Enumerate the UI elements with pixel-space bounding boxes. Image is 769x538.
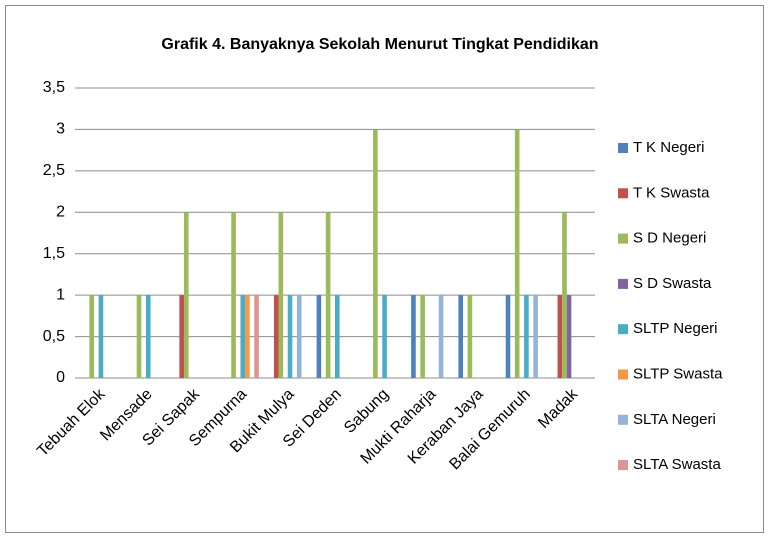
bar (273, 295, 279, 378)
y-tick-label: 3 (56, 121, 65, 138)
y-tick-label: 1 (56, 286, 65, 303)
legend-label: SLTP Negeri (633, 320, 718, 337)
bar (566, 295, 572, 378)
bar (240, 295, 246, 378)
y-tick-label: 1,5 (43, 245, 65, 262)
legend-label: T K Negeri (633, 139, 704, 156)
bar (438, 295, 444, 378)
legend-label: SLTP Swasta (633, 365, 723, 382)
legend-swatch (618, 324, 628, 335)
bar (335, 295, 340, 378)
legend-swatch (618, 233, 628, 244)
bar (467, 295, 473, 378)
y-tick-label: 0 (56, 369, 65, 386)
legend-swatch (618, 460, 628, 471)
bar (325, 212, 331, 378)
bar (287, 295, 293, 378)
bar (98, 295, 104, 378)
chart-title: Grafik 4. Banyaknya Sekolah Menurut Ting… (161, 36, 598, 53)
legend-label: SLTA Negeri (633, 411, 716, 428)
bar (557, 295, 563, 378)
legend-swatch (618, 188, 628, 199)
legend-swatch (618, 414, 628, 425)
y-tick-label: 2 (56, 204, 65, 221)
y-tick-label: 2,5 (43, 162, 65, 179)
bar (524, 295, 529, 378)
bar (183, 212, 189, 378)
bar (254, 295, 259, 378)
legend-swatch (618, 143, 628, 153)
bar (316, 295, 322, 378)
bar (89, 295, 95, 378)
legend-label: S D Negeri (633, 230, 706, 247)
bar (420, 295, 425, 378)
legend-label: T K Swasta (633, 184, 710, 201)
bar (533, 295, 538, 378)
legend-label: S D Swasta (633, 275, 712, 292)
bar (562, 212, 567, 378)
bar (145, 295, 151, 378)
bar (245, 295, 250, 378)
bar (411, 295, 416, 378)
bar (373, 129, 378, 378)
bar (458, 295, 464, 378)
bar (505, 295, 511, 378)
bar (382, 295, 387, 378)
legend-label: SLTA Swasta (633, 456, 721, 473)
y-tick-label: 3,5 (43, 79, 65, 96)
bar (296, 295, 302, 378)
legend-swatch (618, 369, 628, 380)
legend-swatch (618, 278, 628, 289)
bar (179, 295, 184, 378)
bar (278, 212, 284, 378)
bar (136, 295, 142, 378)
bar (514, 129, 520, 378)
y-tick-label: 0,5 (43, 328, 65, 345)
chart-border (5, 5, 764, 533)
bar (231, 212, 236, 378)
